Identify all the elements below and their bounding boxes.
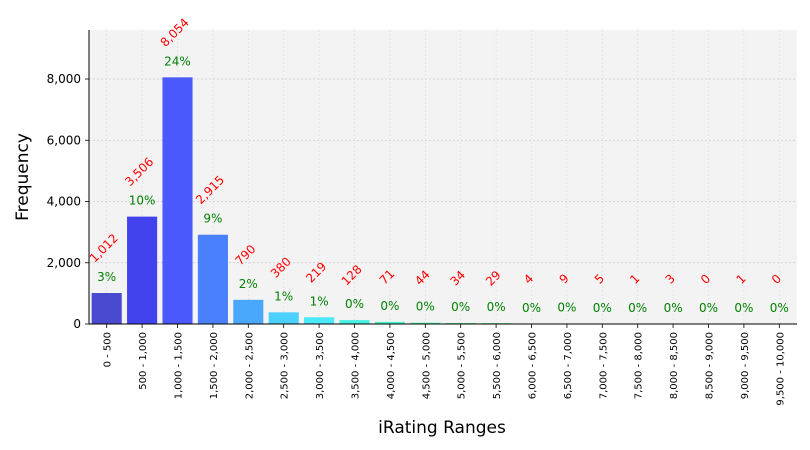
x-tick-label: 4,500 - 5,000: [421, 332, 432, 399]
bar-percent-label: 1%: [274, 289, 293, 303]
y-tick-labels-group: 0 2,000 4,000 6,000 8,000: [47, 72, 89, 331]
bar-percent-label: 0%: [522, 301, 541, 315]
plot-area: [89, 30, 797, 324]
bar-percent-label: 0%: [557, 301, 576, 315]
bar-percent-label: 0%: [416, 300, 435, 314]
x-tick-label: 9,500 - 10,000: [775, 332, 786, 406]
x-axis-label: iRating Ranges: [378, 418, 506, 438]
x-tick-label: 1,500 - 2,000: [209, 332, 220, 399]
x-tick-label: 0 - 500: [103, 332, 114, 367]
y-tick-label: 6,000: [47, 133, 81, 147]
x-tick-label: 9,000 - 9,500: [740, 332, 751, 399]
bar-percent-label: 0%: [345, 297, 364, 311]
bar-percent-label: 0%: [734, 301, 753, 315]
bar-percent-label: 2%: [239, 277, 258, 291]
bar-percent-label: 1%: [310, 294, 329, 308]
bar: [445, 322, 476, 324]
y-tick-label: 8,000: [47, 72, 81, 86]
x-tick-label: 5,500 - 6,000: [492, 332, 503, 399]
bar: [374, 321, 405, 324]
bar-percent-label: 0%: [628, 301, 647, 315]
bar-percent-label: 10%: [129, 194, 156, 208]
x-tick-label: 6,500 - 7,000: [563, 332, 574, 399]
bar: [304, 317, 335, 324]
bar: [268, 312, 299, 324]
bar-percent-label: 9%: [203, 212, 222, 226]
bar-percent-label: 0%: [451, 300, 470, 314]
bar: [127, 216, 158, 324]
x-tick-label: 8,000 - 8,500: [669, 332, 680, 399]
bar-percent-label: 3%: [97, 270, 116, 284]
x-tick-label: 3,500 - 4,000: [351, 332, 362, 399]
bar: [233, 299, 264, 324]
x-tick-label: 8,500 - 9,000: [705, 332, 716, 399]
x-tick-label: 5,000 - 5,500: [457, 332, 468, 399]
bar-percent-label: 0%: [770, 301, 789, 315]
x-tick-label: 7,500 - 8,000: [634, 332, 645, 399]
y-tick-label: 2,000: [47, 256, 81, 270]
bars-group: [91, 77, 759, 324]
x-tick-label: 7,000 - 7,500: [598, 332, 609, 399]
bar-percent-label: 24%: [164, 54, 191, 68]
bar-percent-label: 0%: [487, 300, 506, 314]
bar: [339, 320, 370, 324]
y-tick-label: 4,000: [47, 195, 81, 209]
bar: [197, 234, 228, 324]
x-tick-label: 500 - 1,000: [138, 332, 149, 390]
bar-percent-label: 0%: [699, 301, 718, 315]
y-tick-label: 0: [73, 317, 81, 331]
x-tick-labels-group: 0 - 500 500 - 1,000 1,000 - 1,500 1,500 - 2…: [103, 324, 786, 406]
bar: [410, 322, 441, 324]
bar: [162, 77, 193, 324]
bar-percent-label: 0%: [593, 301, 612, 315]
bar-percent-label: 0%: [664, 301, 683, 315]
x-tick-label: 2,500 - 3,000: [280, 332, 291, 399]
x-tick-label: 6,000 - 6,500: [528, 332, 539, 399]
y-axis-label: Frequency: [13, 133, 33, 221]
bar-percent-label: 0%: [380, 299, 399, 313]
x-tick-label: 2,000 - 2,500: [244, 332, 255, 399]
bar: [91, 293, 122, 324]
percent-labels-group: 3% 10% 24% 9% 2% 1% 1% 0% 0% 0% 0% 0% 0% 0% 0% 0% 0% 0% 0%…: [97, 54, 789, 315]
x-tick-label: 1,000 - 1,500: [174, 332, 185, 399]
x-tick-label: 4,000 - 4,500: [386, 332, 397, 399]
x-tick-label: 3,000 - 3,500: [315, 332, 326, 399]
